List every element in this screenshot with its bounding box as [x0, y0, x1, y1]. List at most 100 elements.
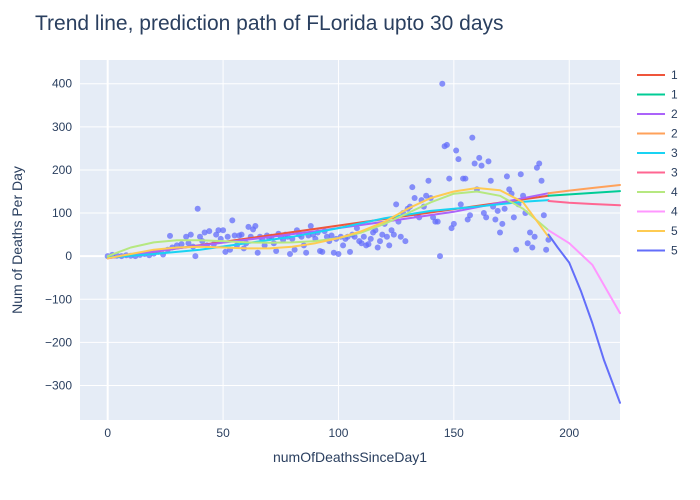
scatter-point: [455, 156, 462, 163]
scatter-point: [303, 249, 310, 256]
scatter-point: [402, 238, 409, 245]
scatter-point: [397, 233, 404, 240]
legend-label: 5: [671, 244, 678, 258]
scatter-point: [540, 212, 547, 219]
scatter-point: [291, 246, 298, 253]
scatter-point: [462, 175, 469, 182]
x-tick-label: 100: [328, 426, 348, 440]
y-tick-label: −100: [45, 292, 72, 306]
scatter-point: [238, 231, 245, 238]
legend-item[interactable]: 3: [637, 146, 678, 160]
scatter-point: [434, 218, 441, 225]
scatter-point: [328, 232, 335, 239]
scatter-point: [492, 216, 499, 223]
y-tick-label: 300: [52, 120, 72, 134]
scatter-point: [476, 154, 483, 161]
legend-item[interactable]: 1: [637, 88, 678, 102]
scatter-point: [538, 177, 545, 184]
legend-label: 2: [671, 127, 678, 141]
scatter-point: [307, 222, 314, 229]
x-tick-label: 150: [444, 426, 464, 440]
series-line-7: [106, 190, 550, 258]
series-line-8: [547, 229, 621, 315]
scatter-point: [446, 175, 453, 182]
scatter-point: [183, 233, 190, 240]
scatter-point: [185, 240, 192, 247]
scatter-point: [358, 240, 365, 247]
scatter-point: [425, 177, 432, 184]
legend-item[interactable]: 5: [637, 224, 678, 238]
y-tick-label: 0: [65, 249, 72, 263]
legend-label: 4: [671, 205, 678, 219]
scatter-point: [167, 232, 173, 239]
scatter-point: [524, 240, 531, 247]
legend-item[interactable]: 4: [637, 185, 678, 199]
scatter-point: [374, 244, 381, 251]
scatter-point: [192, 253, 199, 260]
y-tick-label: 400: [52, 77, 72, 91]
scatter-point: [367, 235, 374, 242]
series-line-2: [547, 190, 621, 197]
scatter-point: [206, 228, 213, 235]
series-line-6: [547, 200, 621, 207]
legend-item[interactable]: 2: [637, 107, 678, 121]
scatter-point: [467, 212, 473, 219]
series-line-4: [547, 184, 621, 195]
scatter-point: [393, 201, 400, 208]
scatter-point: [543, 246, 550, 253]
scatter-point: [224, 233, 231, 240]
y-axis-title: Num of Deaths Per Day: [9, 166, 25, 314]
scatter-point: [187, 231, 194, 238]
scatter-point: [335, 251, 342, 258]
legend-label: 1: [671, 88, 678, 102]
scatter-point: [517, 171, 524, 178]
scatter-point: [347, 248, 353, 255]
scatter-point: [340, 242, 347, 249]
scatter-point: [471, 160, 478, 167]
legend-label: 3: [671, 146, 678, 160]
scatter-point: [319, 248, 326, 255]
series-line-9: [106, 187, 550, 260]
legend-label: 2: [671, 107, 678, 121]
scatter-point: [531, 233, 538, 240]
legend-item[interactable]: 4: [637, 205, 678, 219]
scatter-point: [497, 229, 503, 236]
scatter-point: [513, 246, 520, 253]
scatter-point: [487, 177, 494, 184]
scatter-point: [383, 233, 390, 240]
scatter-point: [201, 229, 208, 236]
scatter-point: [330, 249, 337, 256]
scatter-point: [478, 162, 485, 169]
scatter-point: [252, 222, 259, 229]
scatter-point: [194, 205, 201, 212]
y-tick-label: 200: [52, 163, 72, 177]
scatter-point: [501, 205, 508, 212]
legend-label: 3: [671, 166, 678, 180]
legend-item[interactable]: 3: [637, 166, 678, 180]
legend-item[interactable]: 5: [637, 244, 678, 258]
scatter-point: [220, 227, 227, 234]
y-tick-label: −200: [45, 335, 72, 349]
scatter-point: [443, 141, 450, 148]
scatter-point: [379, 231, 386, 238]
legend-label: 5: [671, 224, 678, 238]
scatter-point: [453, 147, 460, 154]
scatter-point: [469, 134, 476, 141]
scatter-point: [437, 253, 443, 260]
scatter-point: [527, 229, 533, 236]
scatter-point: [231, 232, 238, 239]
scatter-point: [483, 214, 490, 221]
legend-item[interactable]: 1: [637, 68, 678, 82]
scatter-point: [494, 207, 501, 214]
y-axis-ticks: −300 −200 −100 0 100 200 300 400: [45, 77, 72, 393]
scatter-point: [287, 251, 293, 258]
scatter-point: [365, 241, 372, 248]
scatter-point: [439, 80, 446, 87]
trend-lines: [106, 184, 621, 404]
legend-item[interactable]: 2: [637, 127, 678, 141]
scatter-point: [529, 244, 536, 251]
scatter-point: [273, 247, 280, 254]
scatter-point: [261, 242, 268, 249]
